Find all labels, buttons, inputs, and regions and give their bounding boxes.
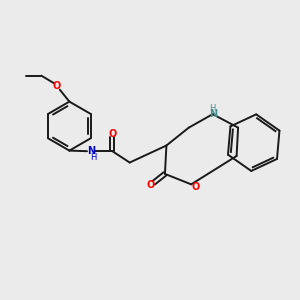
Text: H: H [209, 104, 215, 113]
Text: O: O [108, 129, 116, 139]
Text: O: O [146, 180, 155, 190]
Text: N: N [208, 109, 217, 119]
Text: H: H [90, 153, 97, 162]
Text: N: N [87, 146, 95, 156]
Text: O: O [192, 182, 200, 192]
Text: O: O [53, 81, 61, 91]
